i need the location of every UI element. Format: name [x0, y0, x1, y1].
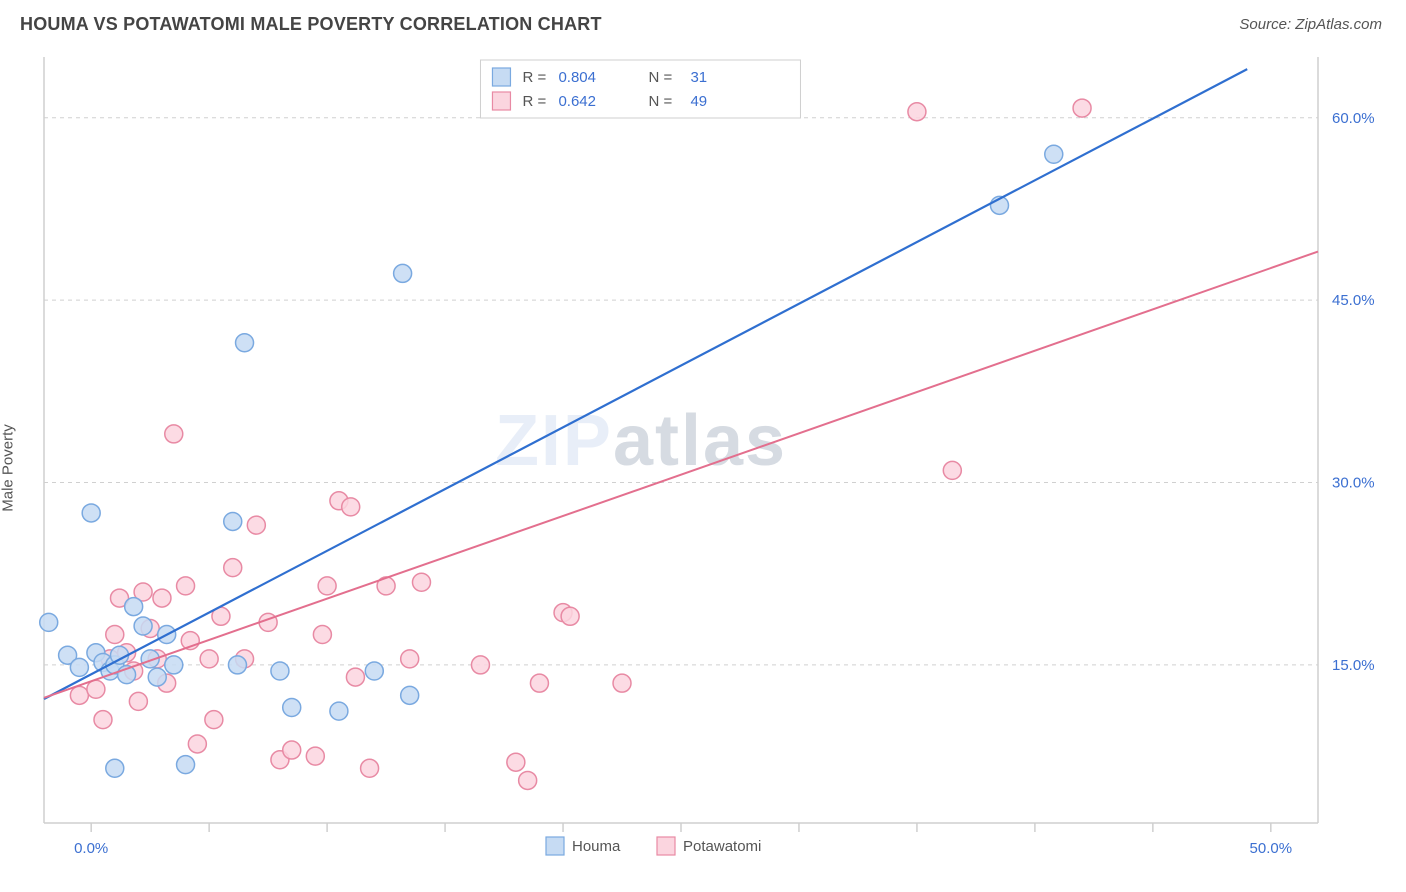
svg-text:15.0%: 15.0% — [1332, 657, 1375, 674]
svg-text:31: 31 — [690, 69, 707, 86]
source-attribution: Source: ZipAtlas.com — [1239, 16, 1382, 33]
svg-text:60.0%: 60.0% — [1332, 110, 1375, 127]
svg-text:Houma: Houma — [572, 838, 621, 855]
svg-text:R =: R = — [522, 93, 546, 110]
svg-text:49: 49 — [690, 93, 707, 110]
y-axis-label: Male Poverty — [0, 424, 17, 512]
svg-text:0.642: 0.642 — [558, 93, 596, 110]
svg-text:N =: N = — [648, 69, 672, 86]
chart-title: HOUMA VS POTAWATOMI MALE POVERTY CORRELA… — [20, 14, 602, 35]
svg-text:0.804: 0.804 — [558, 69, 596, 86]
svg-text:Potawatomi: Potawatomi — [683, 838, 761, 855]
svg-text:50.0%: 50.0% — [1250, 840, 1293, 857]
svg-text:30.0%: 30.0% — [1332, 475, 1375, 492]
scatter-plot: ZIPatlas0.0%50.0%15.0%30.0%45.0%60.0%R =… — [0, 45, 1406, 891]
svg-text:45.0%: 45.0% — [1332, 292, 1375, 309]
svg-text:0.0%: 0.0% — [74, 840, 108, 857]
svg-text:R =: R = — [522, 69, 546, 86]
svg-text:N =: N = — [648, 93, 672, 110]
stats-box: R = 0.804 N = 31 R = 0.642 N = 49 — [480, 60, 800, 118]
legend: Houma Potawatomi — [546, 837, 761, 855]
